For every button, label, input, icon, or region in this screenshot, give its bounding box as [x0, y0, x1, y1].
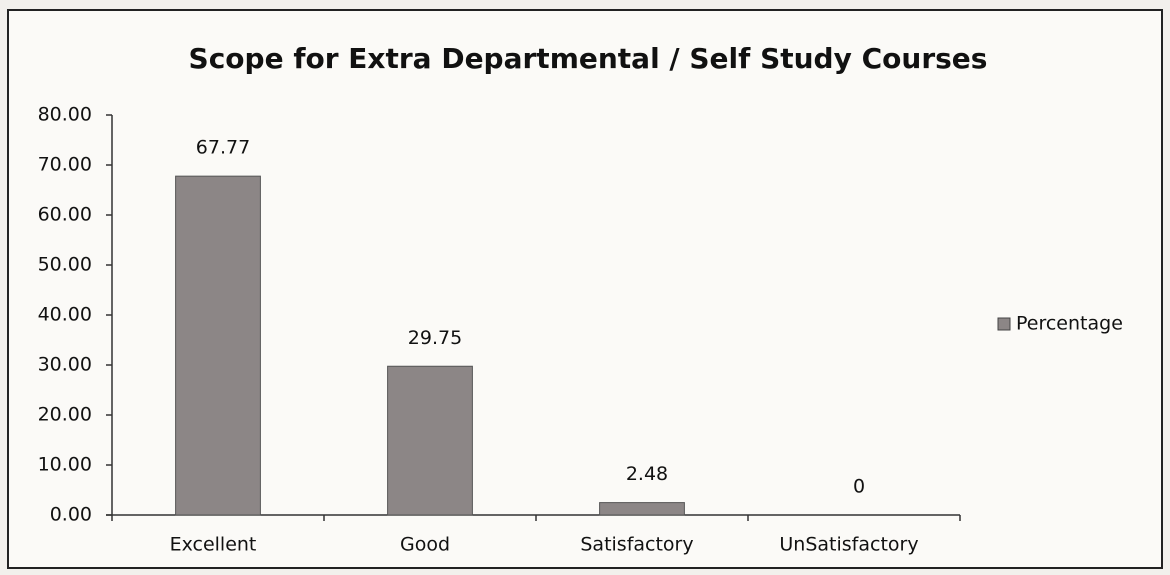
y-tick-label: 80.00	[38, 104, 92, 126]
y-tick-label: 50.00	[38, 254, 92, 276]
y-tick-label: 60.00	[38, 204, 92, 226]
legend-swatch	[997, 317, 1011, 331]
y-tick-label: 0.00	[50, 504, 92, 526]
x-tick-label: Satisfactory	[580, 534, 693, 556]
data-label: 2.48	[626, 463, 668, 485]
bar	[387, 365, 473, 516]
x-tick-label: Good	[400, 534, 450, 556]
y-tick-label: 30.00	[38, 354, 92, 376]
x-tick-label: UnSatisfactory	[779, 534, 918, 556]
y-tick-label: 70.00	[38, 154, 92, 176]
y-tick-label: 20.00	[38, 404, 92, 426]
data-label: 0	[853, 476, 865, 498]
legend-label: Percentage	[1016, 313, 1123, 335]
bar	[175, 175, 261, 516]
data-label: 67.77	[196, 137, 250, 159]
y-tick-label: 40.00	[38, 304, 92, 326]
y-tick-label: 10.00	[38, 454, 92, 476]
chart-title: Scope for Extra Departmental / Self Stud…	[189, 42, 988, 75]
x-tick-label: Excellent	[170, 534, 257, 556]
bar	[599, 502, 685, 516]
data-label: 29.75	[408, 327, 462, 349]
